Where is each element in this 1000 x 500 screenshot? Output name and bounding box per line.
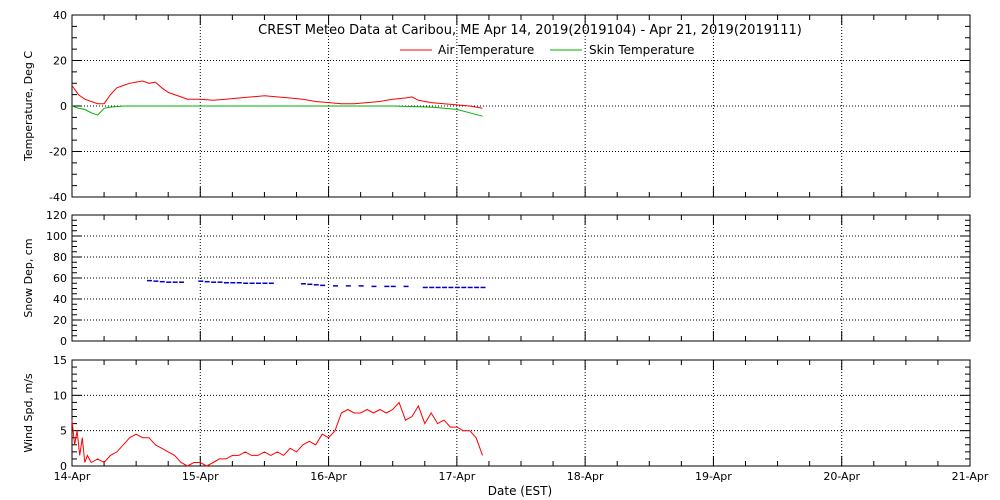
panel-1: -40 -20 0 20 40 Temperature, Deg C — [22, 9, 971, 204]
y-tick-label: 10 — [53, 389, 67, 402]
snow-depth-point — [217, 281, 223, 283]
plot-frame — [71, 214, 971, 342]
y-tick-label: 40 — [53, 293, 67, 306]
y-tick-label: 60 — [53, 272, 67, 285]
snow-depth-point — [371, 285, 377, 288]
snow-depth-point — [384, 285, 390, 288]
x-axis-label: Date (EST) — [488, 484, 552, 498]
y-tick-label: 20 — [53, 55, 67, 68]
y-tick-label: 100 — [46, 230, 67, 243]
snow-depth-point — [390, 285, 396, 288]
snow-depth-point — [179, 281, 185, 283]
snow-depth-point — [461, 286, 467, 289]
x-tick-label: 16-Apr — [310, 470, 347, 483]
snow-depth-point — [307, 283, 313, 286]
snow-depth-point — [262, 282, 268, 284]
snow-depth-point — [429, 286, 435, 289]
skin-temperature-line — [71, 105, 483, 117]
y-tick-label: 0 — [60, 335, 67, 348]
snow-depth-point — [153, 280, 159, 282]
snow-depth-point — [268, 282, 274, 284]
snow-depth-point — [313, 284, 319, 286]
legend-air-label: Air Temperature — [438, 43, 534, 57]
y-axis-label: Temperature, Deg C — [22, 51, 35, 162]
chart-title: CREST Meteo Data at Caribou, ME Apr 14, … — [258, 23, 802, 38]
legend-skin-label: Skin Temperature — [589, 43, 694, 57]
snow-depth-point — [236, 281, 242, 284]
snow-depth-point — [422, 286, 428, 289]
snow-depth-point — [211, 281, 217, 283]
snow-depth-point — [204, 280, 210, 283]
y-tick-label: -20 — [49, 146, 67, 159]
y-tick-label: 40 — [53, 9, 67, 22]
legend: Air Temperature Skin Temperature — [400, 43, 694, 57]
x-tick-label: 21-Apr — [952, 470, 989, 483]
panels: -40 -20 0 20 40 Temperature, Deg C 0 20 40 60 80 10… — [22, 9, 989, 483]
snow-depth-point — [256, 282, 262, 284]
x-tick-label: 20-Apr — [823, 470, 860, 483]
snow-depth-point — [345, 285, 351, 287]
snow-depth-point — [146, 279, 152, 282]
snow-depth-point — [198, 280, 204, 282]
snow-depth-point — [172, 281, 178, 283]
snow-depth-point — [442, 286, 448, 289]
x-tick-label: 14-Apr — [54, 470, 91, 483]
wind-speed-line — [71, 401, 483, 467]
y-tick-label: 0 — [60, 460, 67, 473]
x-tick-label: 19-Apr — [695, 470, 732, 483]
y-tick-label: 5 — [60, 425, 67, 438]
panel-2: 0 20 40 60 80 100 120 Snow Dep, cm — [22, 209, 971, 348]
x-tick-label: 15-Apr — [182, 470, 219, 483]
y-tick-label: -40 — [49, 191, 67, 204]
y-tick-label: 20 — [53, 314, 67, 327]
air-temperature-line — [71, 80, 483, 109]
snow-depth-point — [467, 286, 473, 289]
snow-depth-point — [166, 281, 172, 283]
snow-depth-point — [448, 286, 454, 289]
snow-depth-point — [480, 286, 486, 289]
snow-depth-point — [249, 282, 255, 284]
snow-depth-point — [403, 285, 409, 288]
snow-depth-point — [474, 286, 480, 289]
y-tick-label: 0 — [60, 100, 67, 113]
plot-frame — [71, 359, 971, 467]
y-tick-label: 120 — [46, 209, 67, 222]
x-tick-label: 17-Apr — [438, 470, 475, 483]
y-tick-label: 15 — [53, 354, 67, 367]
y-axis-label: Wind Spd, m/s — [22, 373, 35, 453]
x-tick-label: 18-Apr — [567, 470, 604, 483]
snow-depth-point — [320, 284, 326, 287]
snow-depth-point — [223, 281, 229, 284]
panel-3: 0 5 10 15 Wind Spd, m/s — [22, 354, 971, 473]
snow-depth-point — [300, 283, 306, 285]
snow-depth-point — [435, 286, 441, 289]
y-tick-label: 80 — [53, 251, 67, 264]
y-axis-label: Snow Dep, cm — [22, 238, 35, 317]
snow-depth-point — [243, 282, 249, 284]
snow-depth-point — [230, 281, 236, 284]
snow-depth-point — [358, 285, 364, 287]
snow-depth-point — [159, 280, 165, 283]
snow-depth-point — [332, 285, 338, 287]
snow-depth-point — [454, 286, 460, 289]
